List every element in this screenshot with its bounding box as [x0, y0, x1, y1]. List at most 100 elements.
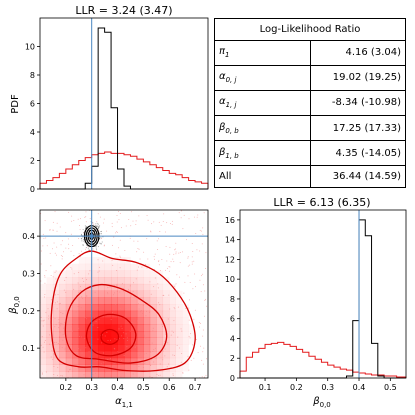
density-cell [46, 283, 54, 291]
scatter-point [78, 237, 80, 239]
density-cell [149, 270, 157, 278]
scatter-point [93, 317, 95, 319]
scatter-point [168, 294, 170, 296]
scatter-point [102, 260, 104, 262]
density-cell [78, 277, 86, 285]
black-scatter-point [100, 233, 102, 235]
density-cell [149, 277, 157, 285]
scatter-point [119, 307, 121, 309]
density-cell [111, 297, 118, 305]
density-cell [104, 317, 112, 325]
scatter-point [124, 250, 126, 252]
scatter-point [48, 315, 50, 317]
scatter-point [77, 218, 79, 220]
scatter-point [49, 229, 51, 231]
scatter-point [173, 320, 175, 322]
density-cell [59, 277, 67, 285]
black-scatter-point [81, 233, 83, 235]
red-contour-0 [50, 250, 196, 372]
scatter-point [203, 212, 205, 214]
scatter-point [175, 248, 177, 250]
density-cell [65, 330, 73, 338]
density-cell [117, 337, 125, 345]
scatter-point [191, 263, 193, 265]
density-cell [136, 344, 144, 352]
scatter-point [158, 221, 160, 223]
density-cell [117, 317, 125, 325]
scatter-point [80, 307, 82, 309]
scatter-point [55, 341, 57, 343]
density-cell [46, 371, 54, 378]
density-cell [46, 297, 54, 305]
density-cell [124, 283, 131, 291]
row-label-all: All [214, 165, 311, 188]
density-cell [72, 270, 80, 278]
density-cell [98, 257, 105, 265]
black-scatter-point [97, 246, 99, 248]
scatter-point [50, 356, 52, 358]
scatter-point [191, 242, 193, 244]
density-cell [149, 364, 157, 372]
scatter-point [138, 366, 140, 368]
scatter-point [75, 353, 77, 355]
black-scatter-point [84, 225, 86, 227]
scatter-point [152, 330, 154, 332]
scatter-point [69, 369, 71, 371]
scatter-point [204, 298, 206, 300]
scatter-point [42, 320, 44, 322]
density-cell [59, 317, 67, 325]
scatter-point [133, 240, 135, 242]
density-cell [169, 337, 176, 345]
density-cell [52, 357, 60, 365]
scatter-point [143, 353, 145, 355]
scatter-point [182, 372, 184, 374]
scatter-point [80, 349, 82, 351]
scatter-point [160, 224, 162, 226]
scatter-point [154, 253, 156, 255]
density-cell [85, 304, 92, 312]
scatter-point [99, 309, 101, 311]
scatter-point [178, 252, 180, 254]
scatter-point [181, 330, 183, 332]
density-cell [78, 337, 86, 345]
scatter-point [63, 289, 65, 291]
density-cell [143, 351, 151, 359]
scatter-point [159, 304, 161, 306]
density-cell [98, 344, 105, 352]
scatter-point [146, 238, 148, 240]
scatter-point [196, 216, 198, 218]
scatter-point [83, 337, 85, 339]
density-cell [162, 310, 170, 318]
bottom-right-ytick-label: 10 [225, 275, 235, 284]
bottom-left-xtick-label: 0.7 [189, 383, 202, 392]
density-cell [98, 277, 105, 285]
density-cell [91, 277, 99, 285]
density-cell [143, 324, 151, 332]
scatter-point [143, 251, 145, 253]
scatter-point [154, 347, 156, 349]
density-cell [169, 330, 176, 338]
scatter-point [68, 248, 70, 250]
density-cell [46, 290, 54, 298]
density-cell [162, 304, 170, 312]
scatter-point [142, 366, 144, 368]
density-cell [52, 317, 60, 325]
density-cell [78, 371, 86, 378]
scatter-point [96, 221, 98, 223]
density-cell [117, 290, 125, 298]
density-cell [149, 317, 157, 325]
red-contour-1 [64, 283, 168, 364]
scatter-point [65, 291, 67, 293]
scatter-point [119, 239, 121, 241]
scatter-point [166, 267, 168, 269]
density-cell [117, 357, 125, 365]
scatter-point [164, 333, 166, 335]
scatter-point [83, 359, 85, 361]
scatter-point [88, 351, 90, 353]
density-cell [98, 371, 105, 378]
density-cell [78, 330, 86, 338]
scatter-point [152, 327, 154, 329]
scatter-point [97, 338, 99, 340]
scatter-point [78, 253, 80, 255]
scatter-point [41, 372, 43, 374]
